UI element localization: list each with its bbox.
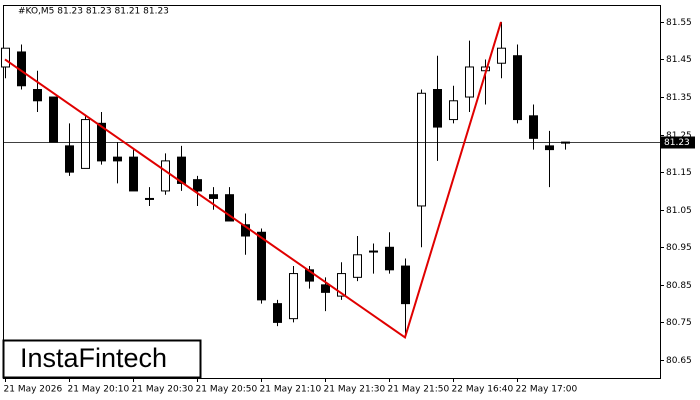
last-price-label: 81.23 xyxy=(664,138,690,148)
candle-body xyxy=(369,250,378,253)
candle-body xyxy=(321,284,330,293)
y-tick-label: 81.45 xyxy=(666,55,692,65)
y-tick-label: 80.95 xyxy=(666,243,692,253)
candle-body xyxy=(545,145,554,151)
x-tick-label: 21 May 21:10 xyxy=(260,385,322,395)
candle-body xyxy=(1,47,10,68)
candle-body xyxy=(113,156,122,162)
candle-body xyxy=(209,194,218,199)
candle-body xyxy=(497,47,506,64)
candle-body xyxy=(353,254,362,278)
x-tick-label: 21 May 21:50 xyxy=(388,385,450,395)
x-tick-label: 22 May 17:00 xyxy=(516,385,578,395)
y-tick-label: 81.55 xyxy=(666,18,692,28)
candle-body xyxy=(273,303,282,323)
y-tick-label: 81.35 xyxy=(666,93,692,103)
x-tick-label: 21 May 20:30 xyxy=(132,385,194,395)
candle-body xyxy=(193,179,202,192)
candle-body xyxy=(289,273,298,320)
candle-body xyxy=(337,273,346,297)
candle-body xyxy=(65,145,74,173)
candle-body xyxy=(145,197,154,200)
candle-body xyxy=(161,160,170,192)
candle-body xyxy=(129,156,138,192)
candle-body xyxy=(49,96,58,143)
candle-body xyxy=(433,89,442,128)
candle-body xyxy=(225,194,234,222)
y-tick-label: 81.25 xyxy=(666,131,692,141)
candle-body xyxy=(385,246,394,271)
candle-body xyxy=(33,89,42,102)
candle-body xyxy=(177,156,186,184)
y-tick-label: 81.05 xyxy=(666,206,692,216)
logo: InstaFintech xyxy=(20,343,167,373)
chart-header: #KO,M5 81.23 81.23 81.21 81.23 xyxy=(18,7,169,17)
x-tick-label: 21 May 20:10 xyxy=(68,385,130,395)
candle-body xyxy=(417,92,426,207)
logo-box xyxy=(2,339,202,379)
candle-body xyxy=(465,66,474,98)
y-tick-label: 81.15 xyxy=(666,168,692,178)
x-tick-label: 22 May 16:40 xyxy=(452,385,514,395)
candle-body xyxy=(81,119,90,169)
candle-body xyxy=(449,100,458,121)
candle-body xyxy=(257,231,266,301)
x-tick-label: 21 May 20:50 xyxy=(196,385,258,395)
y-tick-label: 80.65 xyxy=(666,356,692,366)
candle-body xyxy=(529,115,538,139)
y-tick-label: 80.85 xyxy=(666,281,692,291)
candle-body xyxy=(513,55,522,121)
last-price-box xyxy=(661,136,695,149)
x-tick-label: 21 May 2026 xyxy=(4,385,63,395)
pattern-line xyxy=(4,21,502,340)
y-tick-label: 80.75 xyxy=(666,318,692,328)
candle-body xyxy=(305,269,314,282)
x-tick-label: 21 May 21:30 xyxy=(324,385,386,395)
plot-frame xyxy=(3,5,661,379)
candle-body xyxy=(401,265,410,305)
